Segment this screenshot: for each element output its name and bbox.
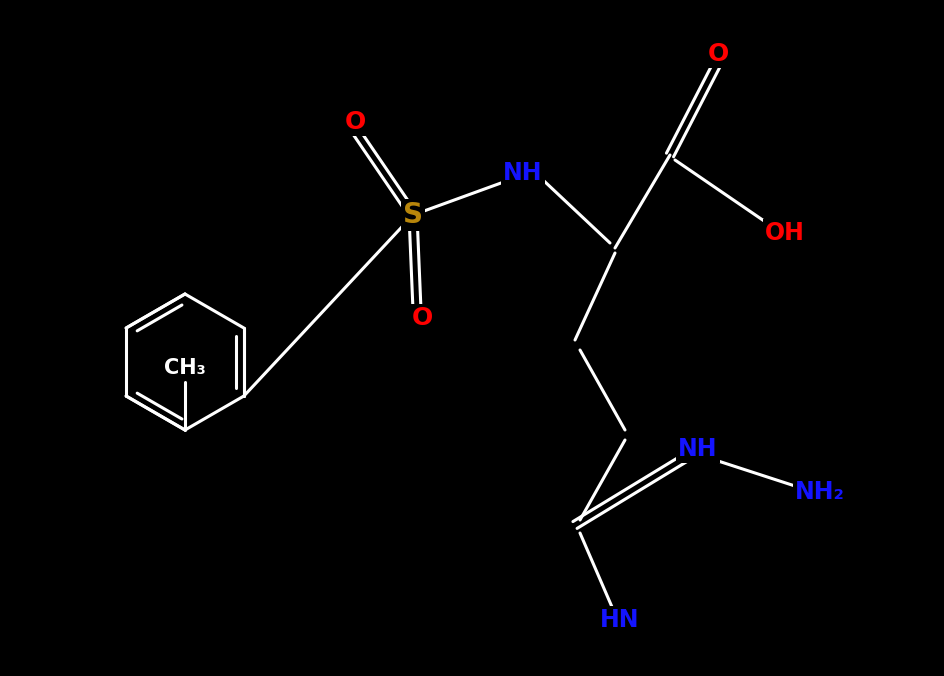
Text: CH₃: CH₃	[164, 358, 206, 378]
Text: NH₂: NH₂	[795, 480, 845, 504]
Text: S: S	[403, 201, 423, 229]
Text: O: O	[707, 42, 729, 66]
Text: HN: HN	[600, 608, 640, 632]
Text: O: O	[412, 306, 432, 330]
Text: OH: OH	[765, 221, 805, 245]
Text: O: O	[345, 110, 365, 134]
Text: NH: NH	[503, 161, 543, 185]
Text: NH: NH	[678, 437, 717, 461]
